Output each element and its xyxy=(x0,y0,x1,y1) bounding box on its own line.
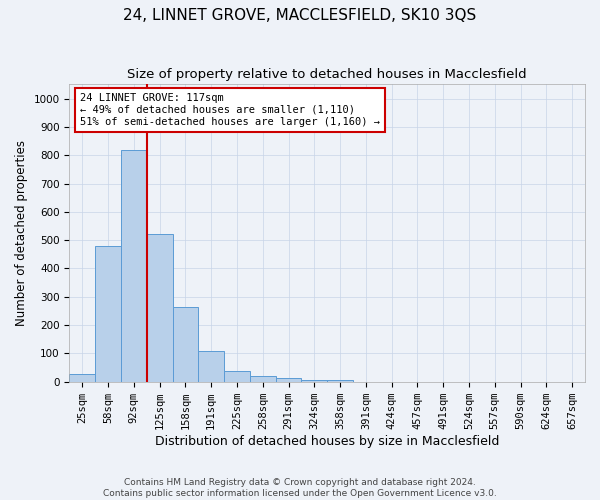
Bar xyxy=(147,234,173,382)
Y-axis label: Number of detached properties: Number of detached properties xyxy=(15,140,28,326)
Bar xyxy=(250,376,275,382)
X-axis label: Distribution of detached houses by size in Macclesfield: Distribution of detached houses by size … xyxy=(155,434,499,448)
Bar xyxy=(173,306,199,382)
Bar xyxy=(327,380,353,382)
Bar xyxy=(70,374,95,382)
Text: 24 LINNET GROVE: 117sqm
← 49% of detached houses are smaller (1,110)
51% of semi: 24 LINNET GROVE: 117sqm ← 49% of detache… xyxy=(80,94,380,126)
Bar xyxy=(121,150,147,382)
Bar xyxy=(95,246,121,382)
Bar xyxy=(199,350,224,382)
Bar xyxy=(224,371,250,382)
Text: Contains HM Land Registry data © Crown copyright and database right 2024.
Contai: Contains HM Land Registry data © Crown c… xyxy=(103,478,497,498)
Bar xyxy=(275,378,301,382)
Text: 24, LINNET GROVE, MACCLESFIELD, SK10 3QS: 24, LINNET GROVE, MACCLESFIELD, SK10 3QS xyxy=(124,8,476,22)
Bar xyxy=(301,380,327,382)
Title: Size of property relative to detached houses in Macclesfield: Size of property relative to detached ho… xyxy=(127,68,527,80)
